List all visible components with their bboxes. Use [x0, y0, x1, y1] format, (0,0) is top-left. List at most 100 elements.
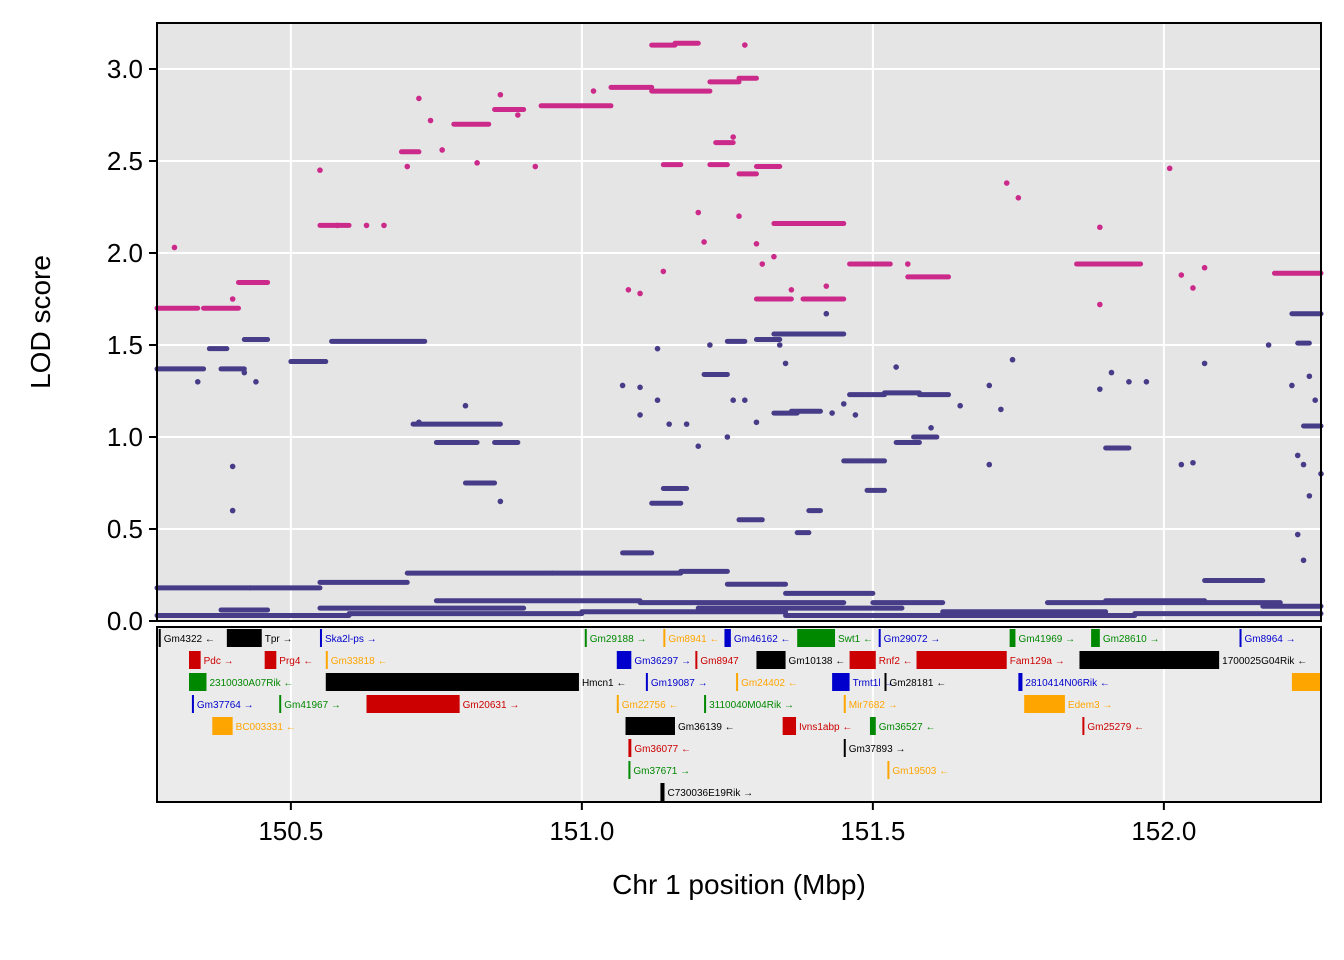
- data-point: [229, 463, 236, 470]
- gene-label: Gm10138 ←: [789, 656, 846, 667]
- gene-label: Fam129a →: [1010, 656, 1065, 667]
- gene-label: 2810414N06Rik ←: [1025, 678, 1110, 689]
- data-point: [416, 419, 422, 426]
- data-point: [1201, 264, 1208, 271]
- gene-label: Gm36139 ←: [678, 722, 735, 733]
- gene-label: Pdc →: [204, 656, 234, 667]
- gene-bar: [212, 717, 233, 735]
- data-point: [363, 222, 370, 229]
- data-point: [742, 42, 748, 48]
- data-point: [497, 91, 504, 98]
- y-tick-label: 0.5: [107, 514, 143, 544]
- gene-bar: [1091, 629, 1100, 647]
- data-point: [1190, 459, 1196, 466]
- data-point: [532, 163, 539, 170]
- data-point: [1003, 180, 1010, 186]
- data-point: [637, 384, 643, 391]
- gene-label: Gm46162 ←: [734, 634, 791, 645]
- gene-bar: [628, 761, 631, 779]
- data-point: [730, 134, 736, 140]
- y-axis-title: LOD score: [25, 255, 56, 389]
- data-point: [986, 461, 993, 468]
- data-point: [1166, 165, 1173, 172]
- data-point: [660, 268, 667, 275]
- data-point: [986, 382, 993, 389]
- gene-label: Gm41967 →: [284, 700, 341, 711]
- gene-label: Gm28610 →: [1103, 634, 1160, 645]
- gene-label: Gm8964 →: [1245, 634, 1296, 645]
- data-point: [1097, 386, 1103, 392]
- gene-bar: [366, 695, 460, 713]
- gene-bar: [695, 651, 698, 669]
- gene-bar: [869, 717, 876, 735]
- data-point: [1108, 369, 1115, 376]
- data-point: [788, 287, 795, 293]
- gene-label: Trmt1l →: [853, 678, 894, 689]
- data-point: [782, 360, 789, 367]
- data-point: [1201, 360, 1208, 367]
- gene-bar: [797, 629, 836, 647]
- plot-frame: [156, 22, 1322, 622]
- y-axis-ticks: 0.0 0.5 1.0 1.5 2.0 2.5 3.0: [107, 54, 157, 636]
- gene-label: Gm20631 →: [463, 700, 520, 711]
- data-point: [1312, 397, 1318, 404]
- gene-bar: [616, 695, 619, 713]
- data-point: [590, 88, 597, 94]
- data-point: [1294, 452, 1301, 459]
- y-tick-label: 2.5: [107, 146, 143, 176]
- y-tick-label: 1.5: [107, 330, 143, 360]
- data-point: [1265, 342, 1272, 348]
- gene-bar: [884, 673, 887, 691]
- data-point: [928, 425, 934, 431]
- data-point: [1178, 461, 1185, 468]
- data-point: [776, 342, 783, 348]
- data-point: [1190, 285, 1196, 291]
- data-point: [759, 261, 766, 267]
- gene-bar: [645, 673, 648, 691]
- data-point: [619, 382, 626, 389]
- data-point: [1178, 272, 1185, 278]
- gene-frame: [156, 626, 1322, 803]
- gene-bar: [1009, 629, 1016, 647]
- gene-label: Gm36527 ←: [879, 722, 936, 733]
- data-point: [1300, 557, 1307, 564]
- data-point: [724, 434, 731, 440]
- gene-label: Gm33818 ←: [331, 656, 388, 667]
- data-point: [893, 364, 899, 370]
- series-group: [154, 40, 1324, 618]
- data-point: [515, 112, 521, 118]
- data-point: [1126, 379, 1132, 385]
- gene-bar: [878, 629, 881, 647]
- gene-bar: [1082, 717, 1085, 735]
- grid-x: [289, 23, 1165, 621]
- genes-group: Gm4322 ← Tpr → Ska2l-ps → Gm29188 → Gm8941 ←…: [158, 629, 1320, 801]
- data-point: [229, 296, 236, 302]
- data-point: [852, 412, 859, 418]
- data-point: [194, 379, 201, 385]
- x-tick-label: 152.0: [1131, 816, 1196, 846]
- gene-bar: [660, 783, 665, 801]
- gene-bar: [843, 739, 846, 757]
- gene-bar: [189, 651, 201, 669]
- gene-bar: [736, 673, 739, 691]
- gene-bar: [325, 651, 328, 669]
- data-point: [439, 147, 445, 153]
- data-point: [171, 244, 178, 251]
- data-point: [1294, 531, 1301, 538]
- gene-bar: [849, 651, 876, 669]
- data-point: [654, 345, 661, 352]
- data-point: [334, 222, 341, 229]
- data-point: [1097, 301, 1103, 308]
- data-point: [736, 213, 742, 219]
- data-point: [823, 310, 830, 317]
- data-point: [404, 163, 411, 170]
- data-point: [957, 402, 963, 409]
- data-point: [829, 410, 835, 416]
- gene-label: Ivns1abp ←: [799, 722, 852, 733]
- data-point: [701, 239, 707, 245]
- gene-bar: [832, 673, 850, 691]
- gene-label: 1700025G04Rik ←: [1222, 656, 1307, 667]
- gene-label: Gm29072 →: [884, 634, 941, 645]
- gene-label: Gm37764 →: [197, 700, 254, 711]
- gene-label: Gm28181 ←: [890, 678, 947, 689]
